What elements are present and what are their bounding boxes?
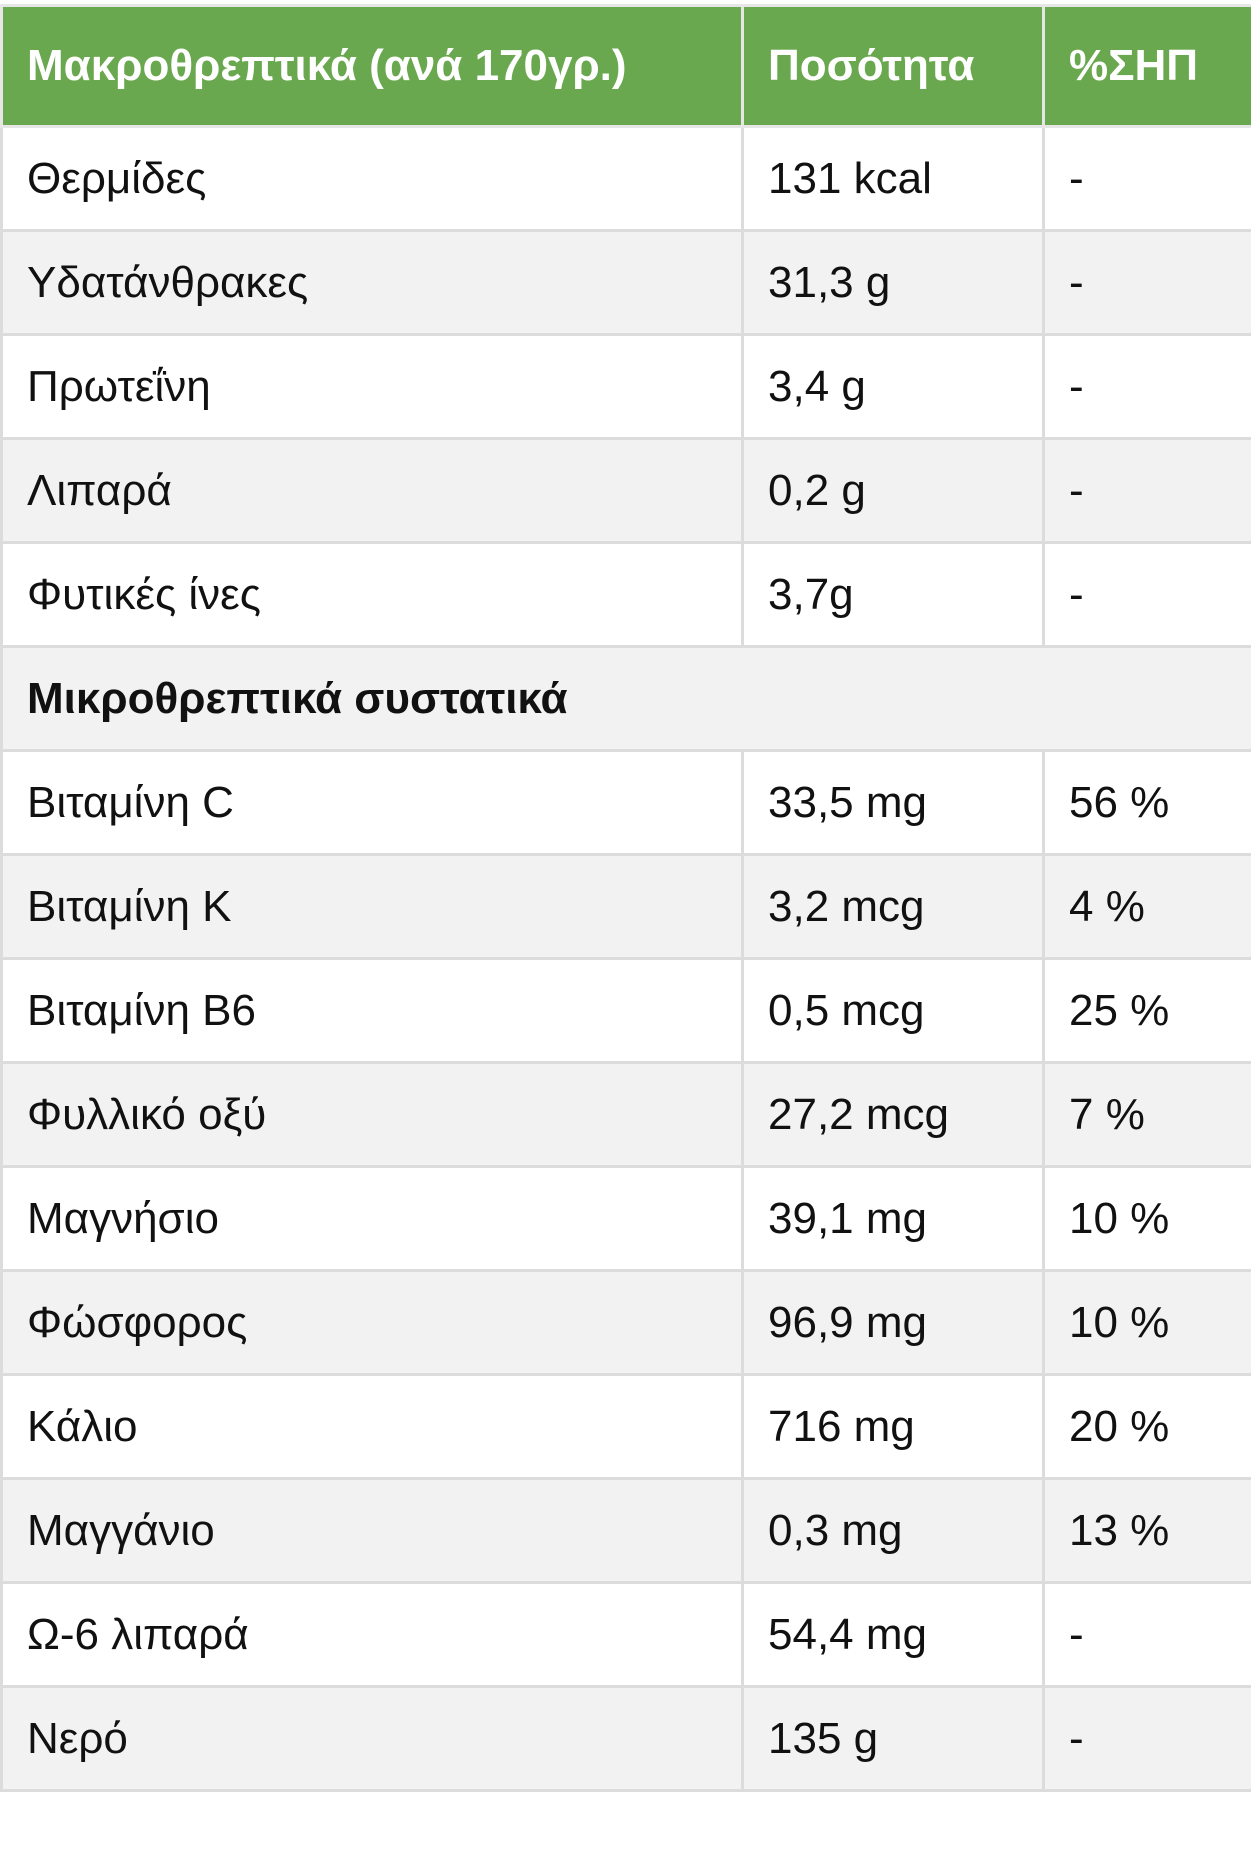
header-amount: Ποσότητα: [743, 6, 1044, 127]
nutrient-daily-value: 7 %: [1044, 1063, 1251, 1167]
nutrient-amount: 135 g: [743, 1687, 1044, 1791]
nutrient-daily-value: 25 %: [1044, 959, 1251, 1063]
nutrient-name: Φυτικές ίνες: [2, 543, 743, 647]
nutrient-amount: 3,4 g: [743, 335, 1044, 439]
nutrient-amount: 131 kcal: [743, 127, 1044, 231]
section-row: Μικροθρεπτικά συστατικά: [2, 647, 1251, 751]
nutrient-daily-value: -: [1044, 543, 1251, 647]
nutrient-name: Μαγγάνιο: [2, 1479, 743, 1583]
nutrient-name: Φώσφορος: [2, 1271, 743, 1375]
nutrient-name: Νερό: [2, 1687, 743, 1791]
section-title: Μικροθρεπτικά συστατικά: [2, 647, 1251, 751]
nutrient-name: Βιταμίνη K: [2, 855, 743, 959]
header-nutrient: Μακροθρεπτικά (ανά 170γρ.): [2, 6, 743, 127]
nutrition-table: Μακροθρεπτικά (ανά 170γρ.) Ποσότητα %ΣΗΠ…: [0, 4, 1251, 1792]
nutrient-name: Μαγνήσιο: [2, 1167, 743, 1271]
nutrient-amount: 54,4 mg: [743, 1583, 1044, 1687]
nutrient-daily-value: -: [1044, 127, 1251, 231]
nutrient-amount: 39,1 mg: [743, 1167, 1044, 1271]
nutrient-daily-value: -: [1044, 231, 1251, 335]
nutrient-name: Βιταμίνη C: [2, 751, 743, 855]
nutrient-daily-value: 10 %: [1044, 1271, 1251, 1375]
header-row: Μακροθρεπτικά (ανά 170γρ.) Ποσότητα %ΣΗΠ: [2, 6, 1251, 127]
nutrient-amount: 3,2 mcg: [743, 855, 1044, 959]
nutrient-daily-value: -: [1044, 1583, 1251, 1687]
header-daily-value: %ΣΗΠ: [1044, 6, 1251, 127]
nutrient-daily-value: 10 %: [1044, 1167, 1251, 1271]
nutrient-amount: 33,5 mg: [743, 751, 1044, 855]
nutrient-name: Φυλλικό οξύ: [2, 1063, 743, 1167]
nutrient-amount: 27,2 mcg: [743, 1063, 1044, 1167]
nutrient-daily-value: -: [1044, 335, 1251, 439]
nutrient-amount: 96,9 mg: [743, 1271, 1044, 1375]
nutrient-amount: 716 mg: [743, 1375, 1044, 1479]
nutrient-daily-value: -: [1044, 1687, 1251, 1791]
nutrient-name: Βιταμίνη B6: [2, 959, 743, 1063]
nutrient-name: Λιπαρά: [2, 439, 743, 543]
nutrient-name: Υδατάνθρακες: [2, 231, 743, 335]
nutrient-daily-value: 20 %: [1044, 1375, 1251, 1479]
nutrient-amount: 0,2 g: [743, 439, 1044, 543]
nutrient-daily-value: 4 %: [1044, 855, 1251, 959]
nutrient-name: Θερμίδες: [2, 127, 743, 231]
nutrient-name: Ω-6 λιπαρά: [2, 1583, 743, 1687]
nutrient-name: Κάλιο: [2, 1375, 743, 1479]
nutrient-amount: 3,7g: [743, 543, 1044, 647]
nutrient-daily-value: 13 %: [1044, 1479, 1251, 1583]
nutrient-daily-value: 56 %: [1044, 751, 1251, 855]
nutrient-amount: 0,3 mg: [743, 1479, 1044, 1583]
nutrient-amount: 31,3 g: [743, 231, 1044, 335]
nutrient-daily-value: -: [1044, 439, 1251, 543]
nutrient-name: Πρωτεΐνη: [2, 335, 743, 439]
nutrient-amount: 0,5 mcg: [743, 959, 1044, 1063]
